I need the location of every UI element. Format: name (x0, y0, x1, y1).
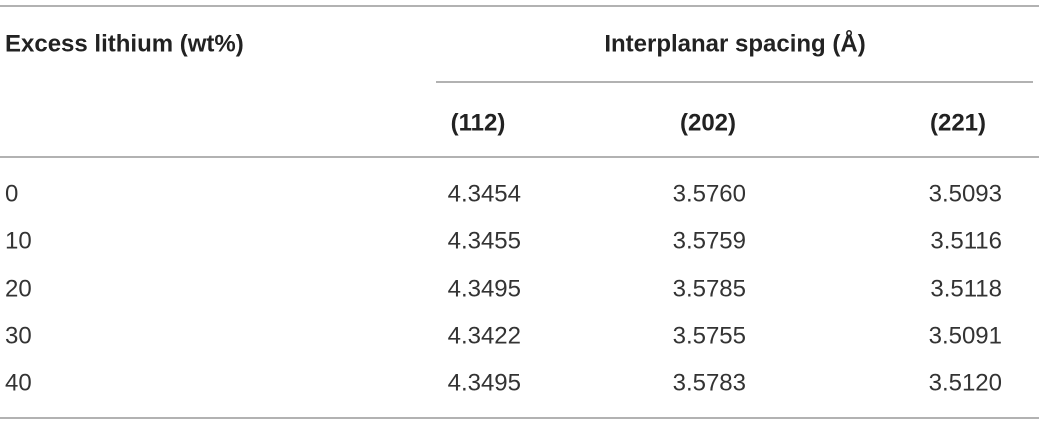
cell-value: 4.3495 (448, 275, 521, 302)
row-label: 30 (5, 322, 32, 349)
column-header: (112) (451, 109, 506, 136)
cell-value: 3.5783 (673, 369, 746, 396)
column-header: (202) (680, 109, 736, 136)
row-label: 10 (5, 227, 32, 254)
column-header: (221) (930, 109, 986, 136)
row-label: 20 (5, 275, 32, 302)
row-label: 0 (5, 180, 18, 207)
cell-value: 3.5093 (929, 180, 1002, 207)
row-label: 40 (5, 369, 32, 396)
cell-value: 3.5118 (930, 275, 1002, 302)
cell-value: 3.5759 (673, 227, 746, 254)
cell-value: 3.5785 (673, 275, 746, 302)
cell-value: 4.3455 (448, 227, 521, 254)
cell-value: 3.5091 (929, 322, 1002, 349)
cell-value: 3.5760 (673, 180, 746, 207)
cell-value: 3.5755 (673, 322, 746, 349)
cell-value: 3.5120 (929, 369, 1002, 396)
row-label-header: Excess lithium (wt%) (5, 30, 244, 57)
group-header: Interplanar spacing (Å) (604, 29, 865, 57)
cell-value: 3.5116 (930, 227, 1002, 254)
cell-value: 4.3422 (448, 322, 521, 349)
cell-value: 4.3454 (448, 180, 521, 207)
cell-value: 4.3495 (448, 369, 521, 396)
